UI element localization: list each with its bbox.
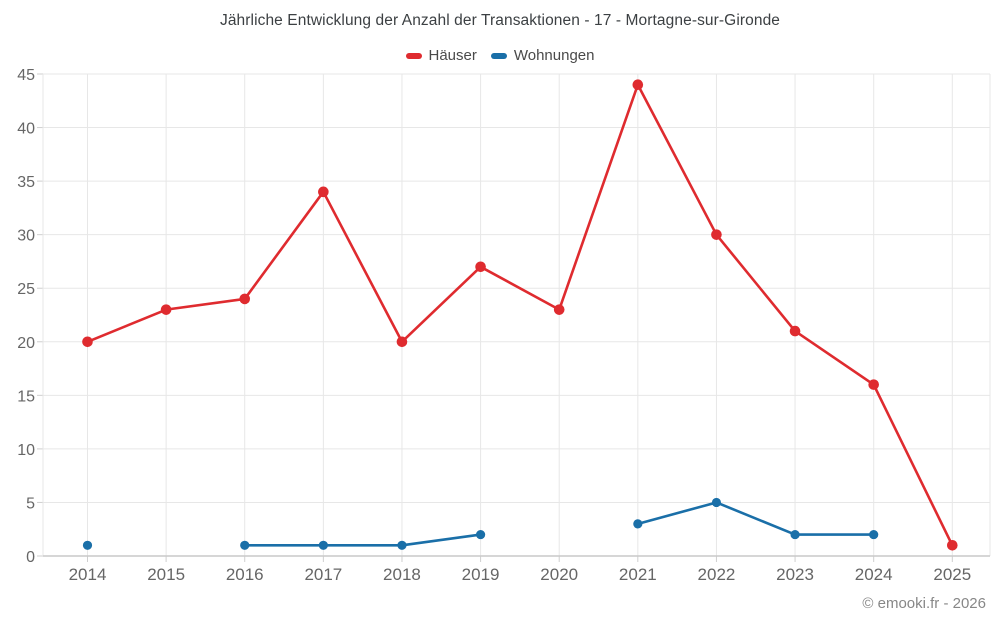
data-point-marker (789, 325, 801, 337)
legend-label-haeuser: Häuser (428, 47, 477, 64)
x-axis-tick-label: 2022 (698, 565, 736, 584)
legend-item-wohnungen[interactable]: Wohnungen (490, 47, 595, 64)
wohnungen-series-swatch-icon (490, 52, 507, 59)
x-axis-tick-label: 2021 (619, 565, 657, 584)
x-axis-tick-label: 2018 (383, 565, 421, 584)
y-axis-tick-label: 15 (17, 388, 35, 405)
data-point-marker (397, 540, 407, 550)
y-axis-tick-label: 25 (17, 281, 35, 298)
data-point-marker (947, 539, 958, 551)
y-axis-tick-label: 10 (17, 442, 35, 459)
data-point-marker (475, 529, 486, 540)
y-axis-tick-label: 40 (17, 121, 35, 138)
series-haeuser (82, 79, 958, 551)
data-point-marker (239, 293, 251, 305)
data-point-marker (82, 540, 93, 550)
data-point-marker (160, 304, 172, 315)
x-axis-tick-label: 2015 (147, 565, 185, 584)
y-axis-tick-label: 5 (26, 495, 35, 512)
haeuser-series-swatch-icon (405, 52, 422, 59)
y-axis-tick-label: 20 (17, 335, 35, 352)
data-point-marker (318, 186, 329, 198)
data-point-marker (711, 497, 722, 508)
data-point-marker (869, 529, 879, 540)
x-axis-tick-label: 2025 (933, 565, 971, 584)
data-point-marker (475, 261, 486, 273)
data-point-marker (790, 529, 800, 540)
x-axis-tick-label: 2024 (855, 565, 893, 584)
series-wohnungen (82, 497, 879, 550)
data-point-marker (632, 79, 644, 91)
chart-legend: Häuser Wohnungen (0, 47, 1000, 64)
x-axis-tick-label: 2016 (226, 565, 264, 584)
data-point-marker (711, 229, 722, 240)
chart-title: Jährliche Entwicklung der Anzahl der Tra… (219, 12, 781, 29)
x-axis-tick-label: 2017 (304, 565, 342, 584)
copyright-attribution: © emooki.fr - 2026 (862, 595, 986, 612)
data-point-marker (633, 519, 643, 529)
data-point-marker (240, 540, 250, 550)
y-axis-tick-label: 0 (26, 549, 35, 566)
legend-label-wohnungen: Wohnungen (513, 47, 595, 64)
x-axis-tick-label: 2014 (69, 565, 107, 584)
legend-item-haeuser[interactable]: Häuser (405, 47, 477, 64)
y-axis-tick-label: 30 (17, 228, 35, 245)
y-axis-tick-label: 45 (17, 67, 35, 84)
data-point-marker (318, 540, 328, 550)
data-point-marker (868, 379, 879, 390)
data-point-marker (82, 336, 93, 348)
y-axis-tick-label: 35 (17, 174, 35, 191)
x-axis-tick-label: 2023 (776, 565, 814, 584)
data-point-marker (396, 336, 408, 348)
data-point-marker (553, 304, 565, 315)
x-axis-tick-label: 2019 (462, 565, 500, 584)
x-axis-tick-label: 2020 (540, 565, 578, 584)
